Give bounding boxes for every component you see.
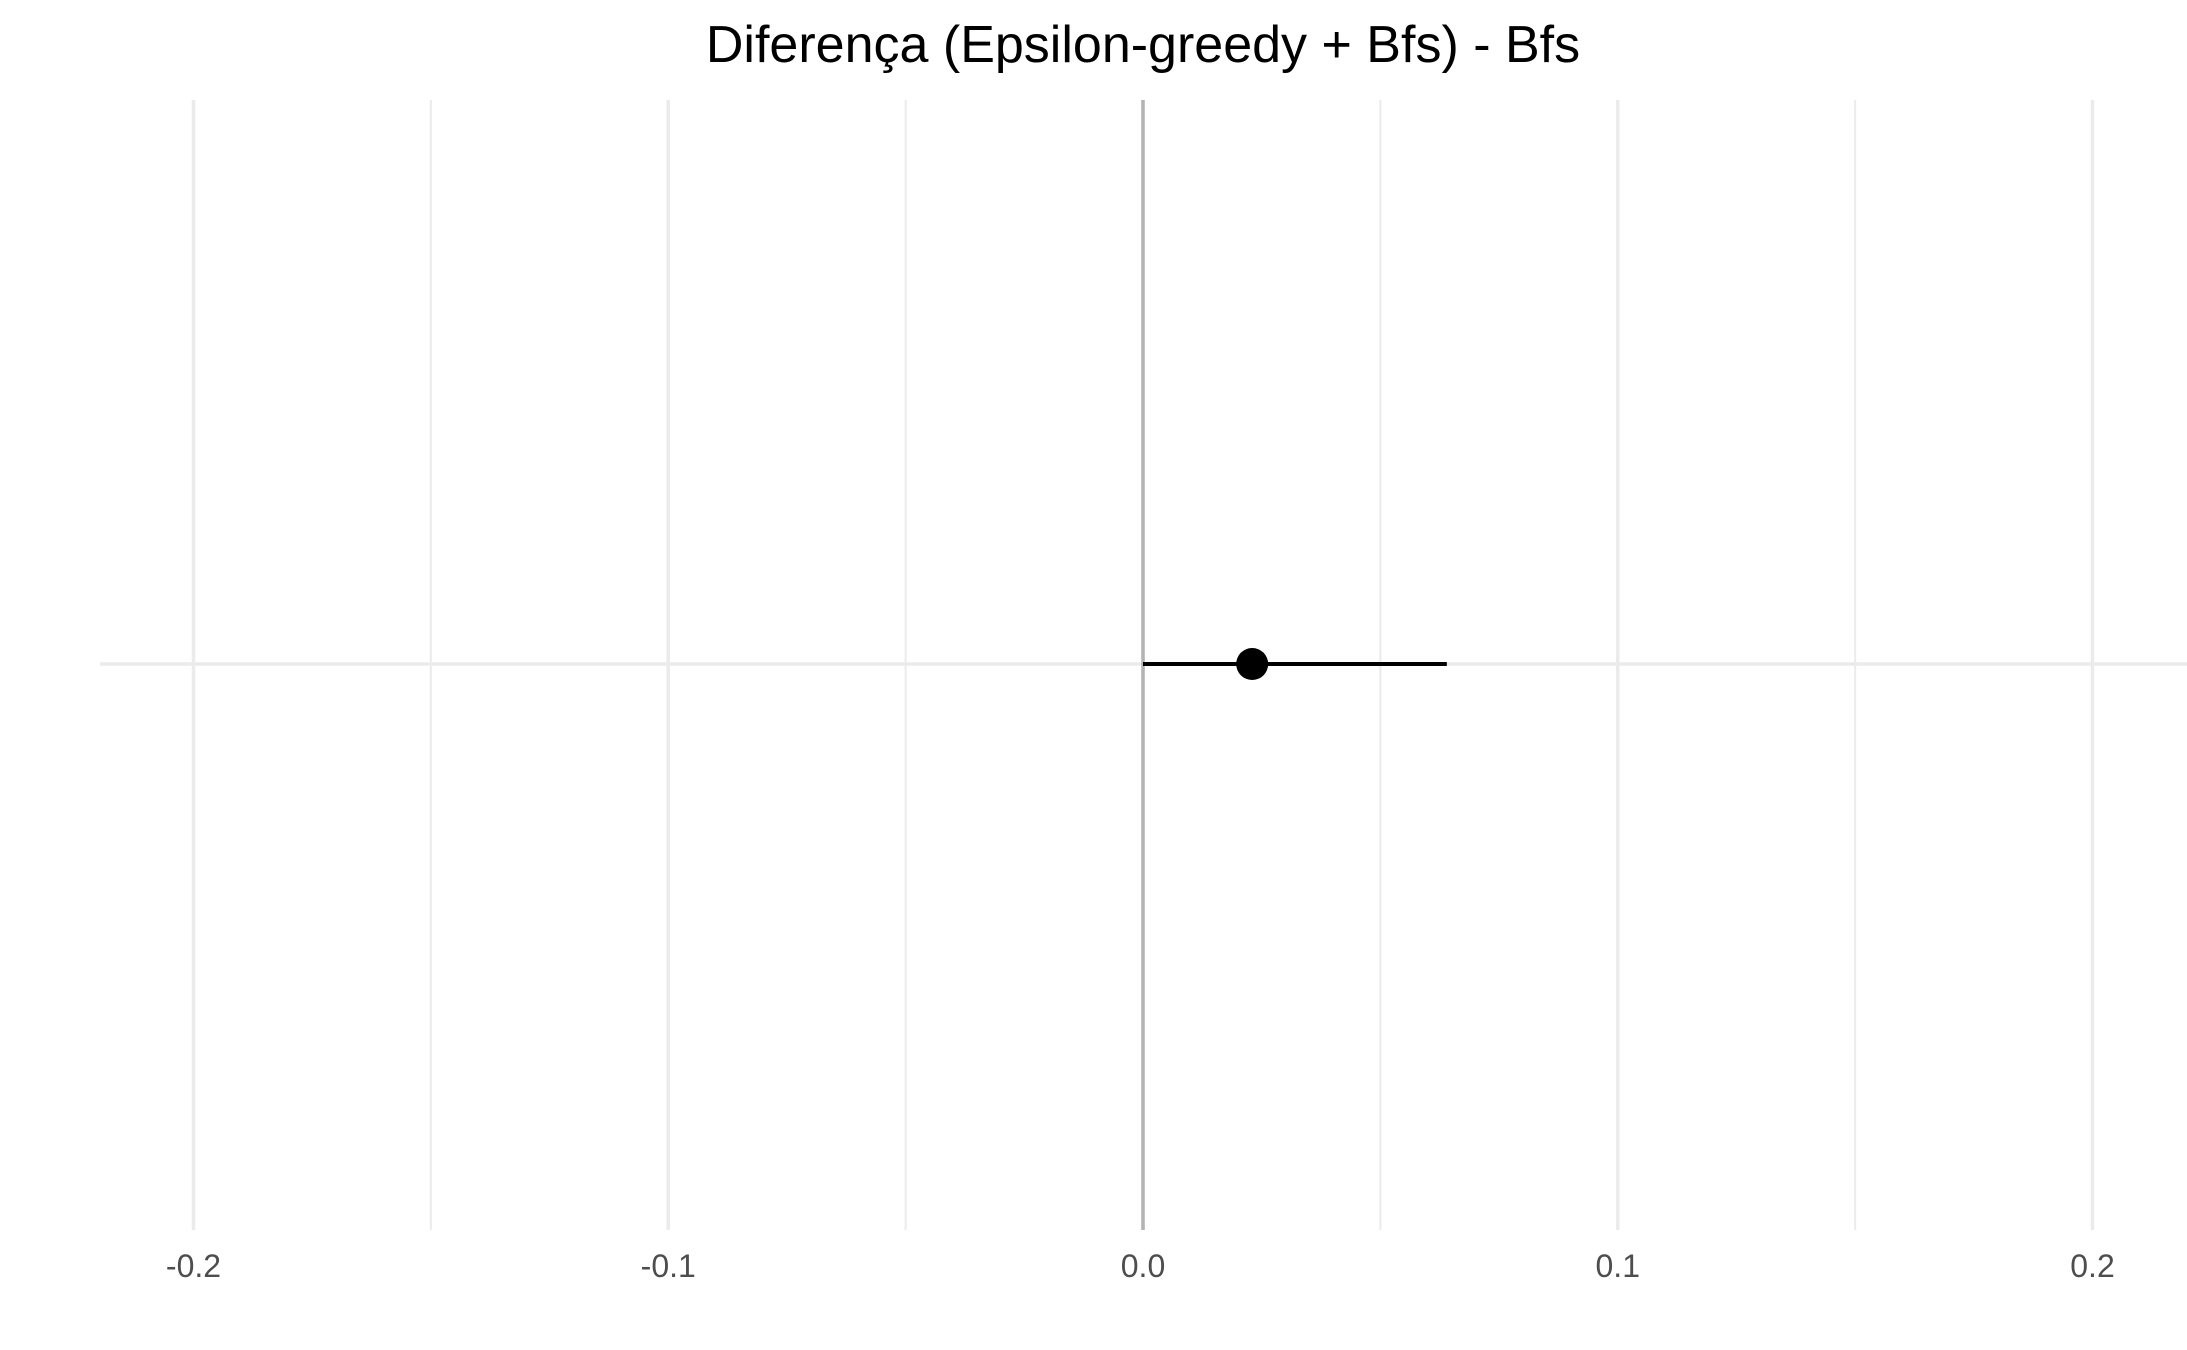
chart-title: Diferença (Epsilon-greedy + Bfs) - Bfs (706, 16, 1580, 74)
point-estimate-0 (1236, 648, 1269, 680)
data-points (1143, 648, 1447, 680)
x-tick-labels: -0.2 -0.1 0.0 0.1 0.2 (166, 1248, 2115, 1284)
x-tick-label-1: -0.1 (641, 1248, 696, 1284)
x-tick-label-4: 0.2 (2070, 1248, 2114, 1284)
x-tick-label-2: 0.0 (1121, 1248, 1165, 1284)
x-tick-label-0: -0.2 (166, 1248, 221, 1284)
x-tick-label-3: 0.1 (1596, 1248, 1640, 1284)
